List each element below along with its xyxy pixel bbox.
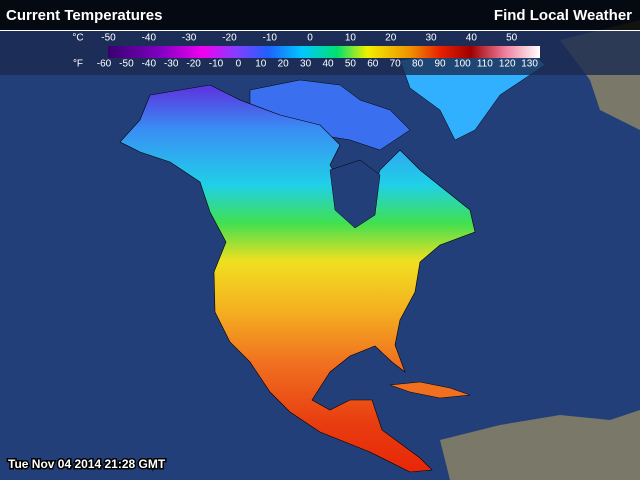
celsius-tick: 50 [506, 33, 518, 44]
title: Current Temperatures [6, 7, 162, 24]
fahrenheit-tick: 50 [345, 59, 357, 70]
timestamp: Tue Nov 04 2014 21:28 GMT [8, 457, 166, 471]
color-scale [108, 46, 540, 58]
fahrenheit-tick: 10 [255, 59, 267, 70]
hudson-bay [329, 159, 381, 229]
fahrenheit-unit: °F [73, 59, 83, 70]
fahrenheit-tick: -20 [186, 59, 201, 70]
fahrenheit-tick: 30 [300, 59, 312, 70]
fahrenheit-tick: 20 [278, 59, 290, 70]
fahrenheit-tick: -60 [97, 59, 112, 70]
fahrenheit-tick: 40 [322, 59, 334, 70]
celsius-tick: -20 [222, 33, 237, 44]
fahrenheit-tick: 110 [477, 59, 493, 70]
fahrenheit-tick: 100 [454, 59, 471, 70]
fahrenheit-tick: -10 [209, 59, 224, 70]
fahrenheit-tick: 130 [521, 59, 538, 70]
find-local-weather[interactable]: Find Local Weather [494, 7, 632, 24]
celsius-tick: -40 [142, 33, 157, 44]
fahrenheit-tick: 70 [390, 59, 402, 70]
south-america [440, 410, 640, 480]
celsius-tick: 20 [385, 33, 397, 44]
celsius-tick: 10 [345, 33, 357, 44]
fahrenheit-tick: 0 [236, 59, 242, 70]
caribbean [389, 381, 471, 399]
header-bar [0, 0, 640, 30]
celsius-tick: -30 [182, 33, 197, 44]
fahrenheit-tick: -50 [119, 59, 134, 70]
celsius-tick: 30 [425, 33, 437, 44]
fahrenheit-tick: 60 [367, 59, 379, 70]
fahrenheit-tick: -30 [164, 59, 179, 70]
fahrenheit-tick: 80 [412, 59, 424, 70]
fahrenheit-tick: -40 [142, 59, 157, 70]
celsius-tick: 0 [307, 33, 313, 44]
celsius-tick: 40 [466, 33, 478, 44]
fahrenheit-tick: 90 [434, 59, 446, 70]
celsius-tick: -50 [101, 33, 116, 44]
fahrenheit-tick: 120 [499, 59, 516, 70]
celsius-tick: -10 [263, 33, 278, 44]
celsius-unit: °C [72, 33, 83, 44]
